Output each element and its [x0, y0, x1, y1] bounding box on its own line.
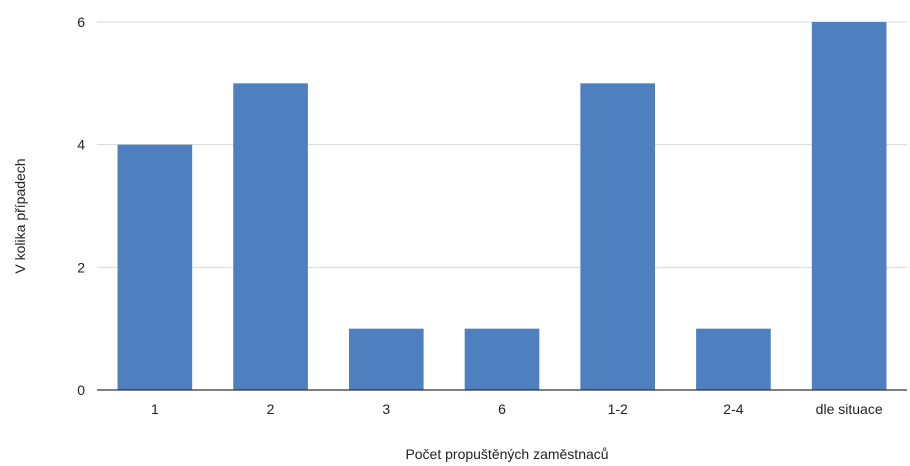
gridlines [97, 21, 907, 268]
x-tick-label: 3 [382, 401, 390, 417]
x-tick-label: dle situace [816, 401, 883, 417]
y-tick-labels: 0 2 4 6 [77, 14, 85, 398]
x-tick-label: 1-2 [608, 401, 628, 417]
bar-1-2 [580, 83, 656, 390]
bar-6 [464, 328, 540, 390]
bar-dle-situace [811, 22, 887, 390]
x-tick-label: 2 [267, 401, 275, 417]
y-axis-title: V kolika případech [12, 158, 28, 273]
y-tick-label: 0 [77, 382, 85, 398]
y-tick-label: 4 [77, 137, 85, 153]
x-tick-labels: 1 2 3 6 1-2 2-4 dle situace [151, 401, 883, 417]
bar-2 [233, 83, 308, 390]
y-tick-label: 2 [77, 259, 85, 275]
x-tick-label: 6 [498, 401, 506, 417]
x-axis-title: Počet propuštěných zaměstnaců [405, 446, 608, 462]
bar-3 [348, 328, 424, 390]
bar-1 [117, 144, 193, 390]
y-tick-label: 6 [77, 14, 85, 30]
bar-2-4 [696, 328, 771, 390]
x-tick-label: 2-4 [723, 401, 743, 417]
x-tick-label: 1 [151, 401, 159, 417]
bars [117, 22, 887, 390]
